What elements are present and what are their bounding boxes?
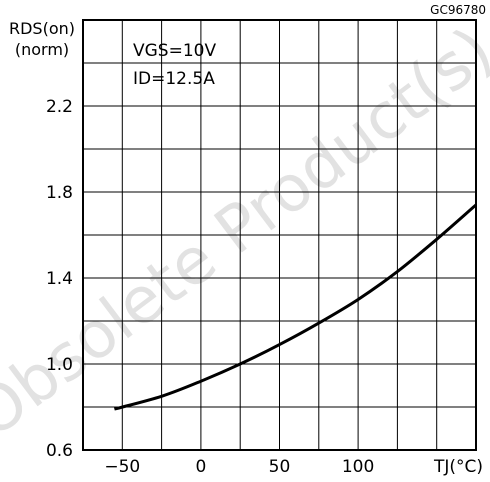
x-axis-ticks: −50 0 50 100 <box>104 457 374 477</box>
x-tick-label: −50 <box>104 457 140 477</box>
condition-id: ID=12.5A <box>133 69 215 89</box>
series-line <box>114 203 477 411</box>
plot-frame <box>82 19 477 451</box>
figure-id: GC96780 <box>430 3 486 17</box>
x-tick-label: 50 <box>269 457 291 477</box>
y-tick-label: 1.0 <box>46 355 73 375</box>
watermark: Obsolete Product(s) <box>0 14 490 453</box>
y-tick-label: 0.6 <box>46 441 73 461</box>
y-axis-label-sub: (norm) <box>15 40 69 59</box>
y-tick-label: 1.8 <box>46 183 73 203</box>
y-axis-label: RDS(on) <box>9 19 75 38</box>
condition-vgs: VGS=10V <box>133 41 216 61</box>
x-tick-label: 0 <box>195 457 206 477</box>
watermark-text: Obsolete Product(s) <box>0 14 490 453</box>
x-axis-label: TJ(°C) <box>433 457 483 477</box>
y-tick-label: 2.2 <box>46 97 73 117</box>
y-tick-label: 1.4 <box>46 269 73 289</box>
y-axis-ticks: 0.6 1.0 1.4 1.8 2.2 <box>46 97 73 461</box>
x-tick-label: 100 <box>342 457 374 477</box>
grid <box>83 20 476 450</box>
